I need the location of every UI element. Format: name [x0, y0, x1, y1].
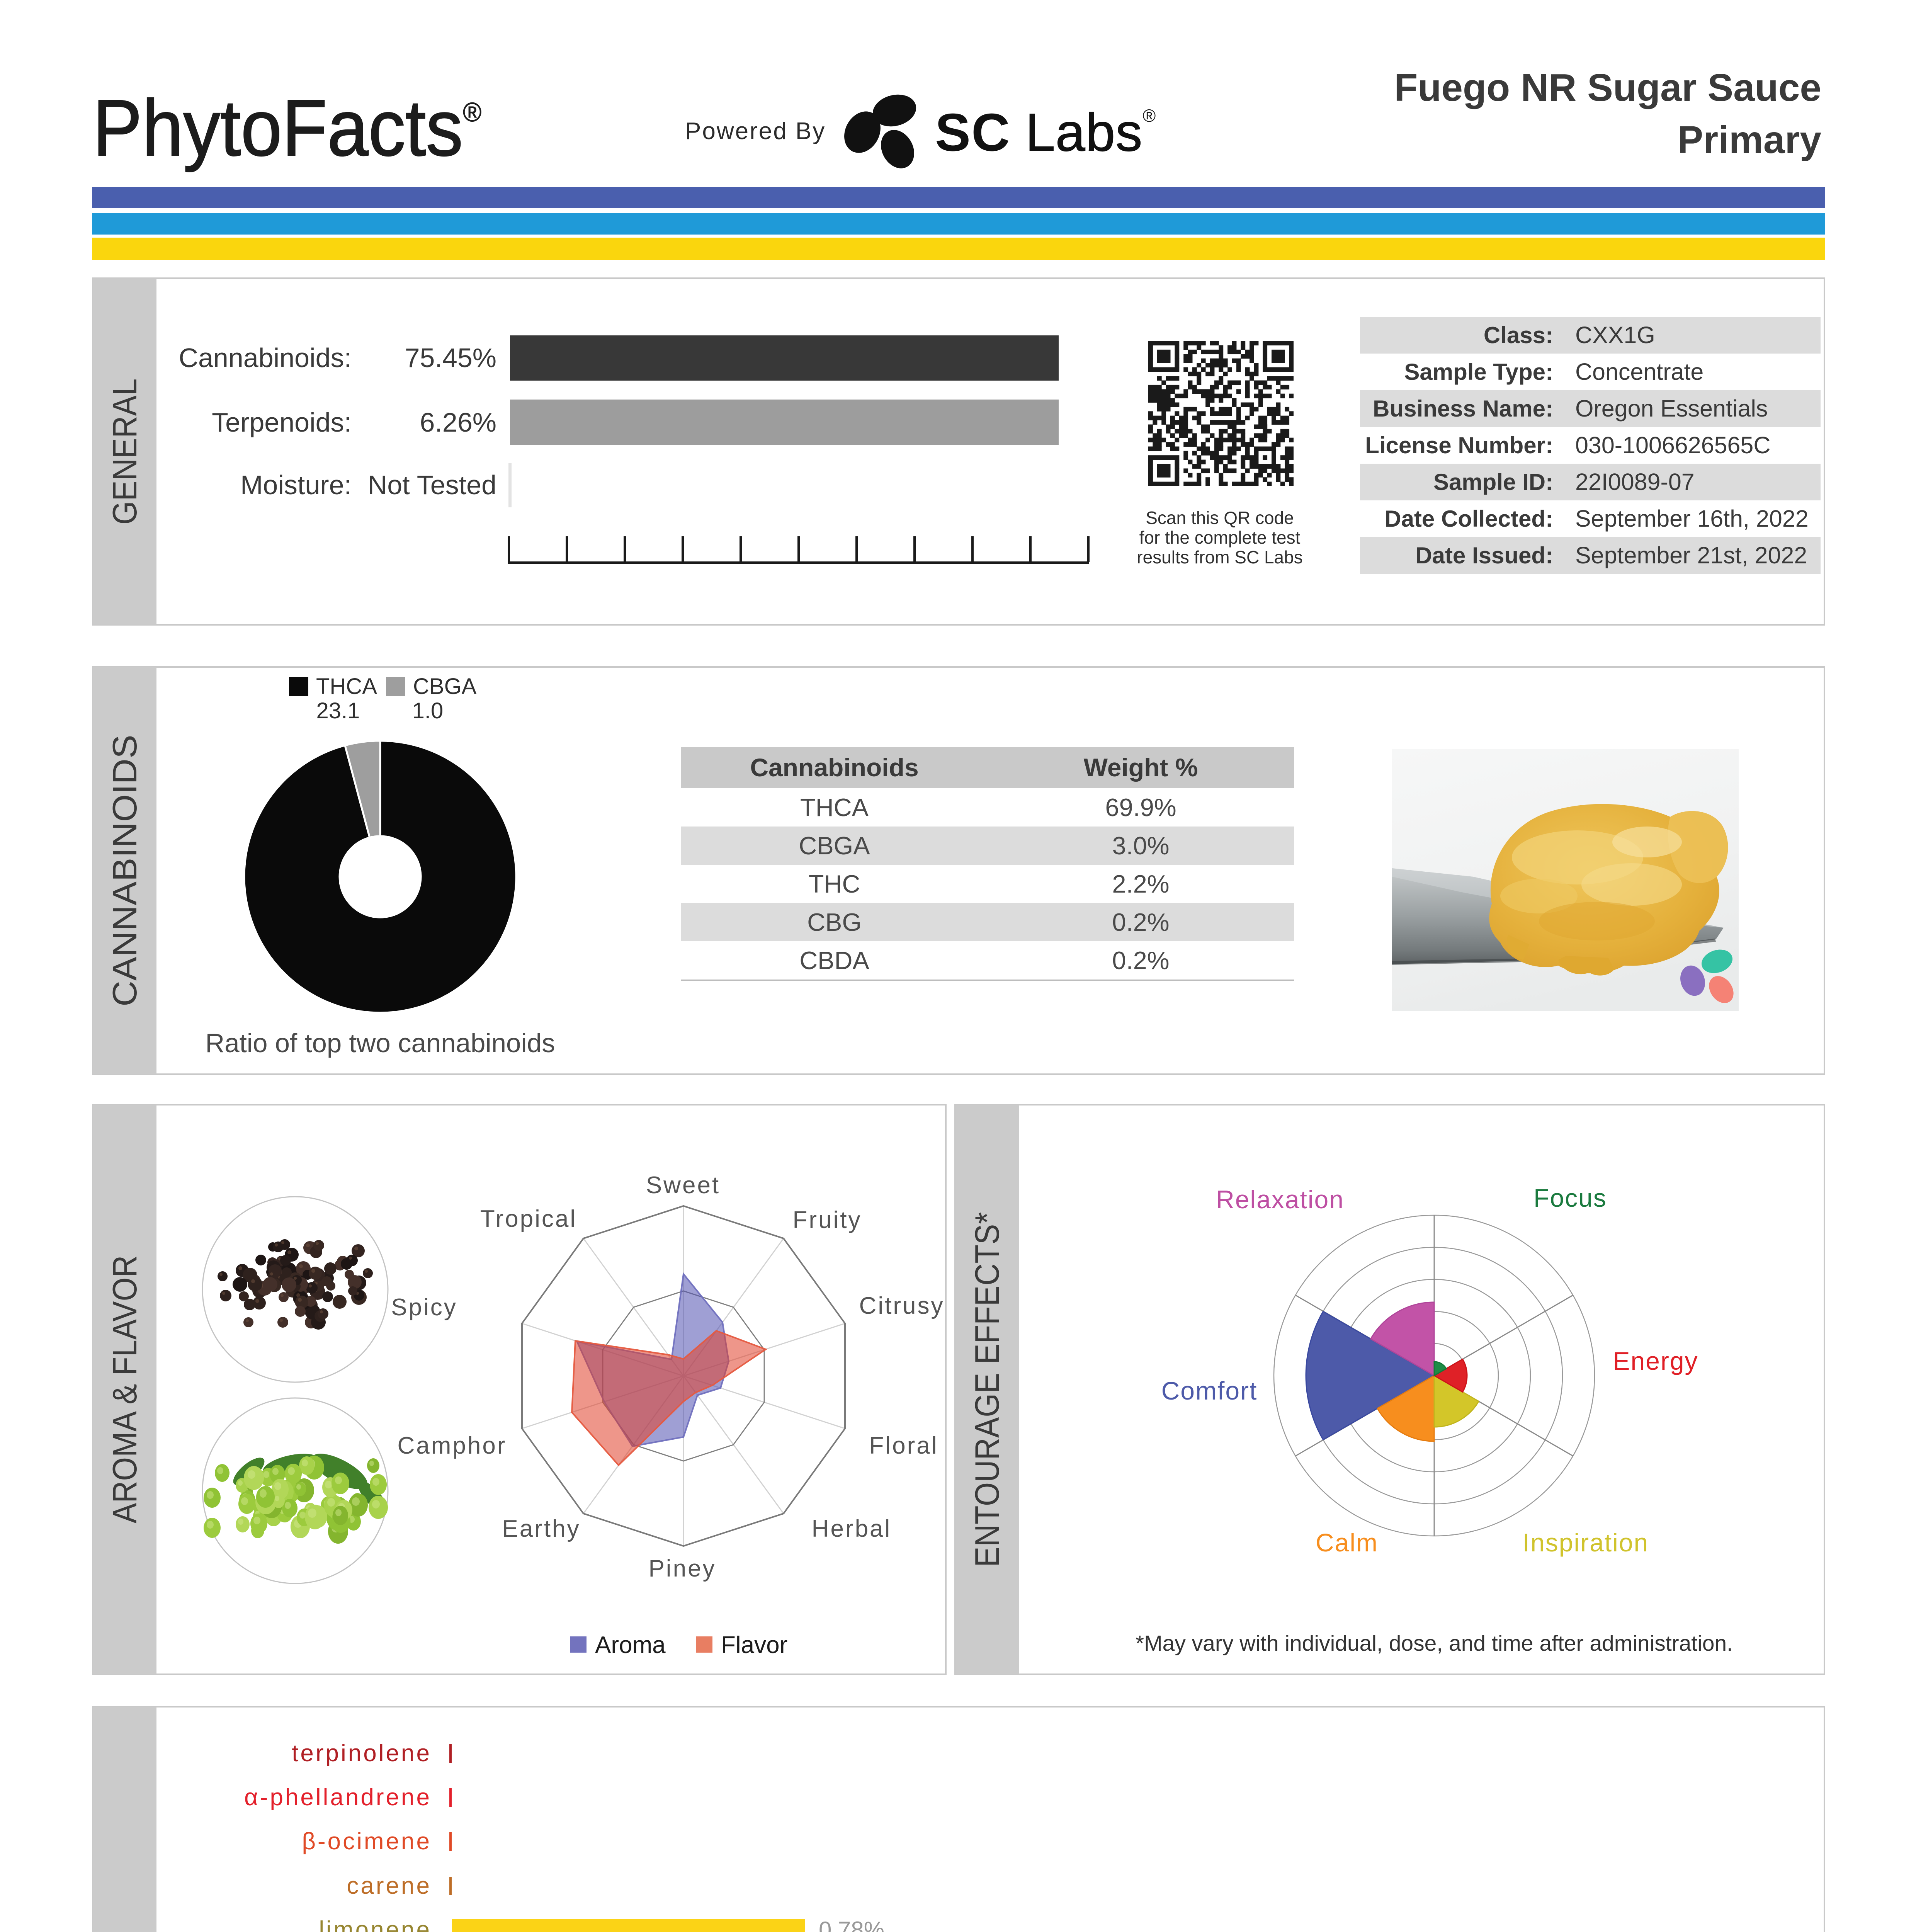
svg-text:Relaxation: Relaxation	[1216, 1185, 1344, 1214]
svg-text:Herbal: Herbal	[812, 1515, 892, 1542]
svg-text:*May vary with individual, dos: *May vary with individual, dose, and tim…	[1136, 1631, 1733, 1656]
svg-text:Citrusy: Citrusy	[859, 1293, 945, 1319]
svg-text:Floral: Floral	[869, 1432, 938, 1459]
svg-text:Calm: Calm	[1316, 1528, 1378, 1557]
svg-text:Energy: Energy	[1613, 1347, 1698, 1375]
svg-text:Tropical: Tropical	[480, 1206, 577, 1232]
svg-text:Camphor: Camphor	[398, 1432, 507, 1459]
svg-text:Earthy: Earthy	[502, 1515, 580, 1542]
svg-text:Focus: Focus	[1533, 1184, 1607, 1212]
svg-text:Piney: Piney	[648, 1555, 716, 1582]
svg-text:Spicy: Spicy	[391, 1294, 457, 1321]
svg-text:Comfort: Comfort	[1161, 1376, 1258, 1405]
svg-text:Inspiration: Inspiration	[1523, 1528, 1649, 1557]
svg-text:Fruity: Fruity	[793, 1207, 862, 1233]
svg-text:Sweet: Sweet	[646, 1172, 720, 1199]
